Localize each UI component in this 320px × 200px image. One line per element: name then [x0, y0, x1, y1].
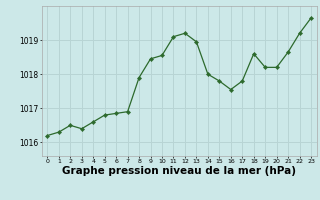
X-axis label: Graphe pression niveau de la mer (hPa): Graphe pression niveau de la mer (hPa)	[62, 166, 296, 176]
